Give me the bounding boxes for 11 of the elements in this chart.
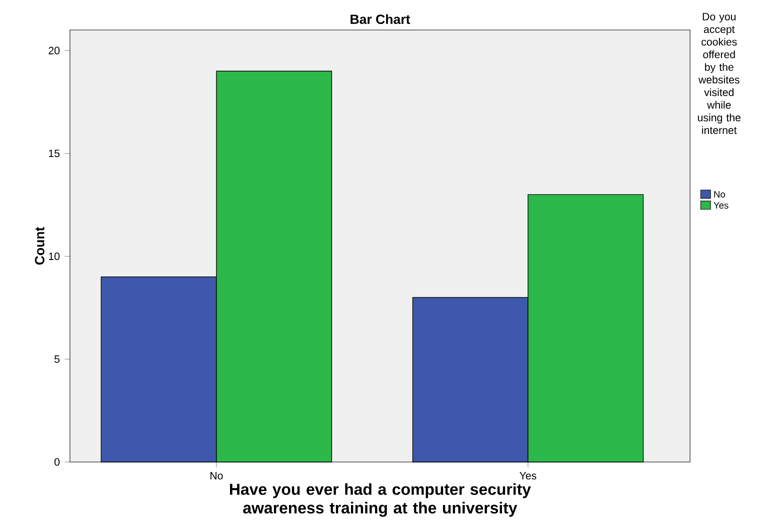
- y-tick-label: 10: [48, 252, 60, 260]
- y-tick-label: 0: [54, 458, 60, 466]
- y-tick-label: 15: [48, 150, 60, 158]
- chart-title: Bar Chart: [350, 14, 410, 24]
- x-axis-title: Have you ever had a computer security awareness training at the university: [230, 483, 531, 517]
- y-tick-label: 20: [48, 46, 60, 54]
- legend-label: No: [714, 191, 725, 198]
- legend-label: Yes: [714, 202, 728, 209]
- y-tick-label: 5: [54, 355, 60, 363]
- y-axis-title: Count: [34, 226, 44, 265]
- text: Do you accept cookies offered by the websites visited while using the internet: [698, 12, 741, 134]
